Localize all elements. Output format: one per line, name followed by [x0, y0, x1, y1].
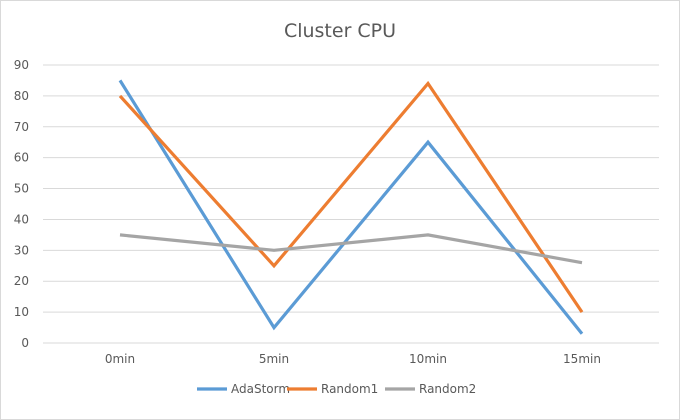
x-tick-label: 15min — [563, 352, 601, 366]
y-axis-ticks: 0 10 20 30 40 50 60 70 80 90 — [14, 58, 29, 350]
legend-label: AdaStorm — [231, 382, 290, 396]
series-line-adastorm — [118, 79, 584, 335]
y-tick-label: 10 — [14, 305, 29, 319]
x-tick-label: 0min — [105, 352, 135, 366]
legend-label: Random1 — [321, 382, 378, 396]
series-layer — [118, 79, 584, 335]
grid-layer — [43, 64, 659, 344]
x-tick-label: 5min — [259, 352, 289, 366]
x-tick-label: 10min — [409, 352, 447, 366]
y-tick-label: 0 — [21, 336, 29, 350]
chart-title: Cluster CPU — [284, 20, 396, 42]
y-tick-label: 50 — [14, 182, 29, 196]
x-axis-ticks: 0min 5min 10min 15min — [105, 352, 601, 366]
series-line-random1 — [118, 80, 584, 313]
y-tick-label: 20 — [14, 274, 29, 288]
legend-label: Random2 — [419, 382, 476, 396]
series-line-random2 — [119, 233, 583, 265]
y-tick-label: 80 — [14, 89, 29, 103]
y-tick-label: 70 — [14, 120, 29, 134]
y-tick-label: 40 — [14, 212, 29, 226]
y-tick-label: 60 — [14, 151, 29, 165]
y-tick-label: 90 — [14, 58, 29, 72]
legend: AdaStorm Random1 Random2 — [197, 382, 476, 396]
y-tick-label: 30 — [14, 243, 29, 257]
